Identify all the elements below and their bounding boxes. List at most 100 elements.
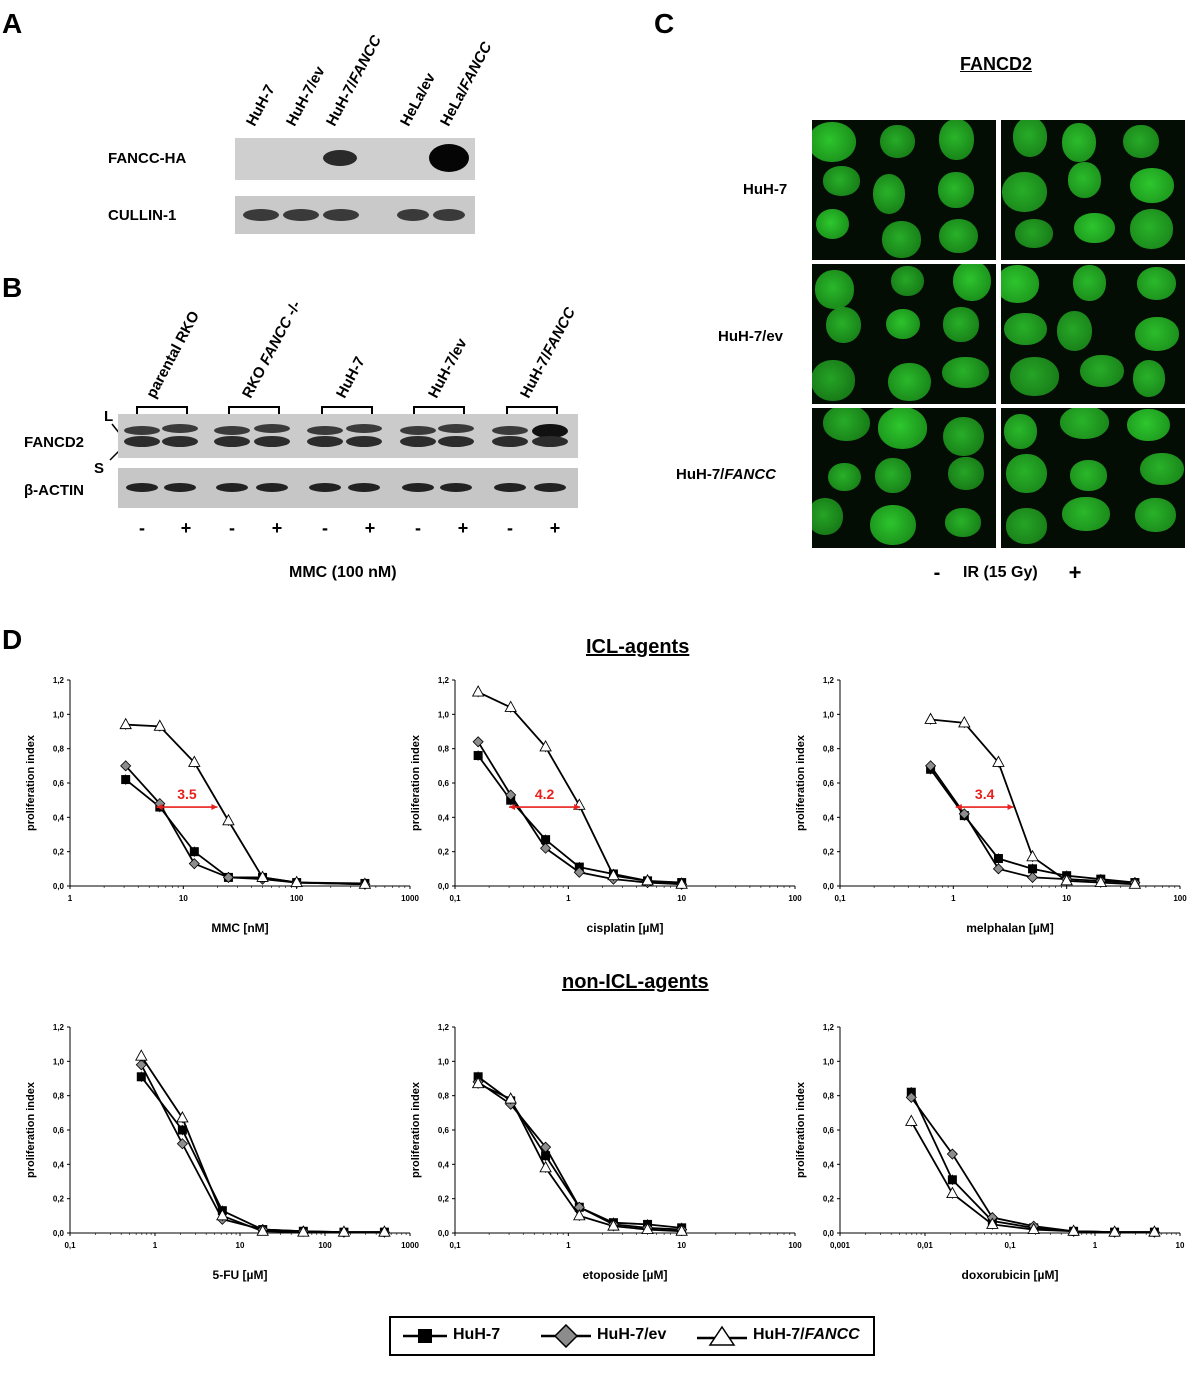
data-point <box>925 760 937 772</box>
band <box>494 483 526 492</box>
band <box>400 436 436 447</box>
x-tick-label: 1000 <box>401 1241 419 1250</box>
row-label-fancc-ha: FANCC-HA <box>108 150 187 167</box>
y-tick-label: 0,6 <box>823 1126 835 1135</box>
cell-nucleus <box>1068 162 1102 198</box>
x-axis-label: MMC [nM] <box>211 921 268 935</box>
treated-sign: + <box>271 518 283 538</box>
data-point <box>924 712 937 724</box>
band <box>254 436 290 447</box>
y-tick-label: 0,8 <box>823 1092 835 1101</box>
band <box>164 483 196 492</box>
band <box>307 436 343 447</box>
cell-nucleus <box>1139 452 1185 486</box>
cell-nucleus <box>943 416 984 457</box>
y-tick-label: 0,6 <box>53 779 65 788</box>
x-tick-label: 10 <box>677 894 686 903</box>
cell-nucleus <box>1001 171 1047 212</box>
x-axis-label: etoposide [µM] <box>583 1268 668 1282</box>
legend-marker-huh7-fancc <box>697 1325 747 1346</box>
data-point <box>539 740 552 752</box>
lane-label-hela-ev: HeLa/ev <box>396 70 440 129</box>
cell-nucleus <box>1123 124 1160 159</box>
lane-bracket <box>321 406 373 416</box>
cell-nucleus <box>890 265 924 297</box>
y-tick-label: 0,8 <box>823 745 835 754</box>
lane-bracket <box>506 406 558 416</box>
fold-change-label: 3.4 <box>975 786 995 802</box>
data-point <box>541 1151 551 1161</box>
data-point <box>573 866 585 878</box>
data-point <box>135 1049 148 1061</box>
row-label-actin: β-ACTIN <box>24 482 84 499</box>
x-tick-label: 0,1 <box>64 1241 76 1250</box>
y-tick-label: 0,6 <box>438 1126 450 1135</box>
legend-label-huh7-fancc: HuH-7/FANCC <box>753 1326 860 1343</box>
y-tick-label: 0,4 <box>53 813 65 822</box>
cell-nucleus <box>1004 414 1038 449</box>
untreated-sign: - <box>229 518 235 538</box>
band <box>254 424 290 433</box>
cell-nucleus <box>885 308 920 340</box>
y-tick-label: 0,4 <box>823 813 835 822</box>
y-tick-label: 0,8 <box>53 1092 65 1101</box>
data-point <box>573 1208 586 1221</box>
fold-change-arrowhead <box>211 804 218 811</box>
x-tick-label: 10 <box>1176 1241 1185 1250</box>
marker-s: S <box>94 460 105 477</box>
y-tick-label: 0,0 <box>53 1229 65 1238</box>
band <box>323 150 357 166</box>
fold-change-arrowhead <box>1007 804 1014 811</box>
data-point <box>256 1224 269 1236</box>
data-point <box>473 751 483 761</box>
cell-nucleus <box>938 171 974 208</box>
cell-nucleus <box>1062 496 1111 531</box>
group-label-huh7-fancc: HuH-7/FANCC <box>516 304 579 401</box>
lane-label-huh7-fancc: HuH-7/FANCC <box>322 32 385 129</box>
y-axis-label: proliferation index <box>25 1081 37 1178</box>
data-point <box>358 877 372 889</box>
cell-nucleus <box>812 497 844 535</box>
fold-change-arrowhead <box>509 804 516 811</box>
cell-nucleus <box>1074 212 1115 244</box>
cell-nucleus <box>944 508 982 537</box>
panel-d-letter: D <box>2 624 23 655</box>
legend-label-huh7-ev: HuH-7/ev <box>597 1326 667 1343</box>
x-axis-label: 5-FU [µM] <box>213 1268 268 1282</box>
micrograph-huh7-ev-irradiated <box>1001 264 1185 404</box>
marker-l: L <box>104 408 114 425</box>
cell-nucleus <box>1062 123 1097 163</box>
band <box>346 424 382 433</box>
data-point <box>986 1217 999 1229</box>
data-point <box>1060 873 1073 886</box>
treated-sign: + <box>549 518 561 538</box>
data-point <box>993 854 1003 864</box>
panel-a-letter: A <box>2 8 23 39</box>
y-tick-label: 1,0 <box>823 1057 835 1066</box>
cell-nucleus <box>1006 508 1048 544</box>
data-point <box>675 1224 688 1236</box>
data-point <box>188 755 201 767</box>
band <box>438 424 474 433</box>
y-tick-label: 1,2 <box>438 1023 450 1032</box>
chart-cisplatin: 0,0 0,2 0,4 0,6 0,8 1,0 1,2 0,1 1 10 100 cisplatin … <box>410 676 802 935</box>
cell-nucleus <box>942 356 989 389</box>
group-label-rko-fancc: RKO FANCC -/- <box>238 298 305 401</box>
data-point <box>1028 864 1038 874</box>
ir-plus: + <box>1068 560 1082 585</box>
data-point <box>222 871 234 883</box>
y-tick-label: 0,0 <box>53 882 65 891</box>
band <box>126 483 158 492</box>
cell-nucleus <box>877 408 928 449</box>
chart-etoposide: 0,0 0,2 0,4 0,6 0,8 1,0 1,2 0,1 1 10 100 etoposide … <box>410 1023 802 1282</box>
y-tick-label: 0,4 <box>53 1160 65 1169</box>
chart-melphalan: 0,0 0,2 0,4 0,6 0,8 1,0 1,2 0,1 1 10 100 melphalan … <box>795 676 1187 935</box>
x-tick-label: 10 <box>179 894 188 903</box>
band <box>440 483 472 492</box>
band <box>534 483 566 492</box>
data-point <box>188 858 200 870</box>
blot-fancd2 <box>118 414 578 458</box>
fold-change-label: 3.5 <box>177 786 197 802</box>
data-point <box>290 875 303 888</box>
treated-sign: + <box>457 518 469 538</box>
